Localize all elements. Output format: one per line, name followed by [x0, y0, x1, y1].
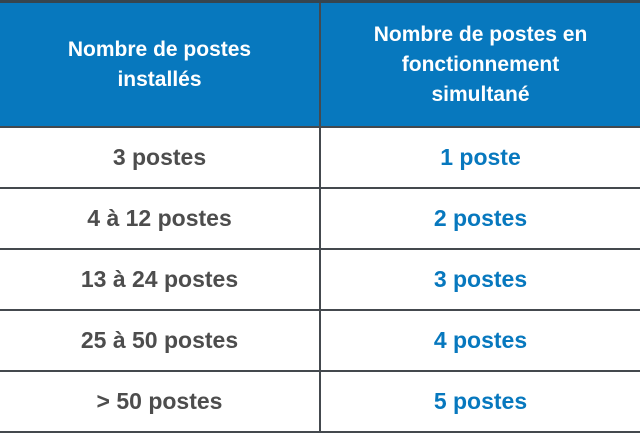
table-row: 4 à 12 postes 2 postes — [0, 189, 640, 250]
column-divider — [319, 3, 321, 126]
installed-cell: 3 postes — [112, 144, 207, 170]
column-divider — [319, 250, 321, 309]
installed-cell: 25 à 50 postes — [80, 327, 239, 353]
running-cell: 3 postes — [433, 266, 528, 292]
header-cell-installed: Nombre de postes installés — [0, 3, 319, 126]
header-cell-running: Nombre de postes en fonctionnement simul… — [321, 3, 640, 126]
column-divider — [319, 189, 321, 248]
header-running-label: Nombre de postes en fonctionnement simul… — [373, 22, 588, 106]
table-header-row: Nombre de postes installés Nombre de pos… — [0, 0, 640, 128]
running-cell: 1 poste — [440, 144, 521, 170]
table-row: 3 postes 1 poste — [0, 128, 640, 189]
running-cell: 4 postes — [433, 327, 528, 353]
column-divider — [319, 128, 321, 187]
running-cell: 2 postes — [433, 205, 528, 231]
table-row: > 50 postes 5 postes — [0, 372, 640, 433]
header-installed-label: Nombre de postes installés — [67, 37, 252, 91]
running-cell: 5 postes — [433, 388, 528, 414]
table-row: 25 à 50 postes 4 postes — [0, 311, 640, 372]
installed-cell: > 50 postes — [96, 388, 223, 414]
table-row: 13 à 24 postes 3 postes — [0, 250, 640, 311]
column-divider — [319, 372, 321, 431]
installed-cell: 13 à 24 postes — [80, 266, 239, 292]
installed-cell: 4 à 12 postes — [87, 205, 232, 231]
column-divider — [319, 311, 321, 370]
